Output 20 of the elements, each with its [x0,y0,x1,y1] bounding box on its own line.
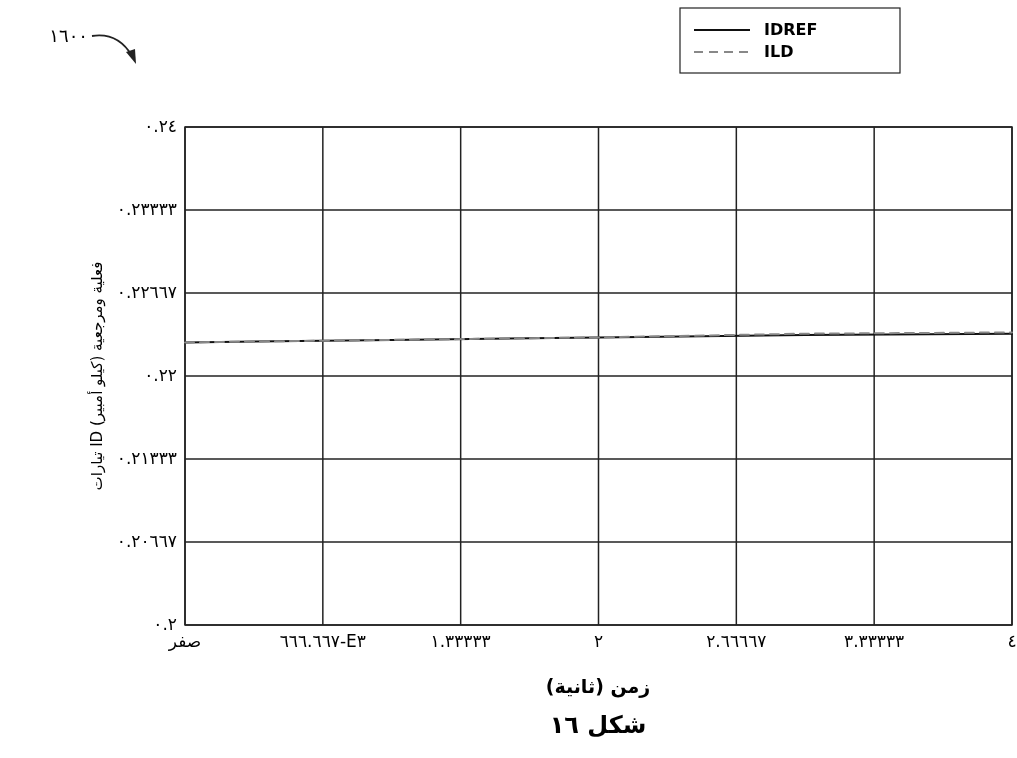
x-axis-title: زمن (ثانية) [545,675,651,698]
y-tick-label: ٠.٢١٣٣٣ [116,448,177,469]
x-tick-label: ٢.٦٦٦٦٧ [706,631,767,651]
text: شكل ١٦ [549,711,647,739]
x-tick-label: ٣.٣٣٣٣٣ [844,631,905,651]
y-axis-title: تيارات ID فعلية ومرجعية (كيلو أمبير) [86,261,106,491]
y-tick-label: ٠.٢٢٦٦٧ [116,281,177,302]
text: ١٦٠٠ [49,25,88,46]
legend-label: ILD [764,41,794,61]
y-tick-label: ٠.٢٣٣٣٣ [116,199,177,220]
y-tick-label: ٠.٢٢ [144,365,177,385]
x-tick-label: صفر [167,631,202,651]
x-tick-label: ٢ [593,631,604,651]
x-tick-label: ٦٦٦.٦٦٧-E٣ [279,631,366,651]
y-tick-label: ٠.٢٠٦٦٧ [116,530,177,551]
y-tick-label: ٠.٢٤ [144,116,177,136]
x-tick-label: ٤ [1007,631,1017,651]
x-tick-label: ١.٣٣٣٣٣ [430,631,491,651]
legend-label: IDREF [764,19,818,39]
y-tick-label: ٠.٢ [153,614,177,634]
